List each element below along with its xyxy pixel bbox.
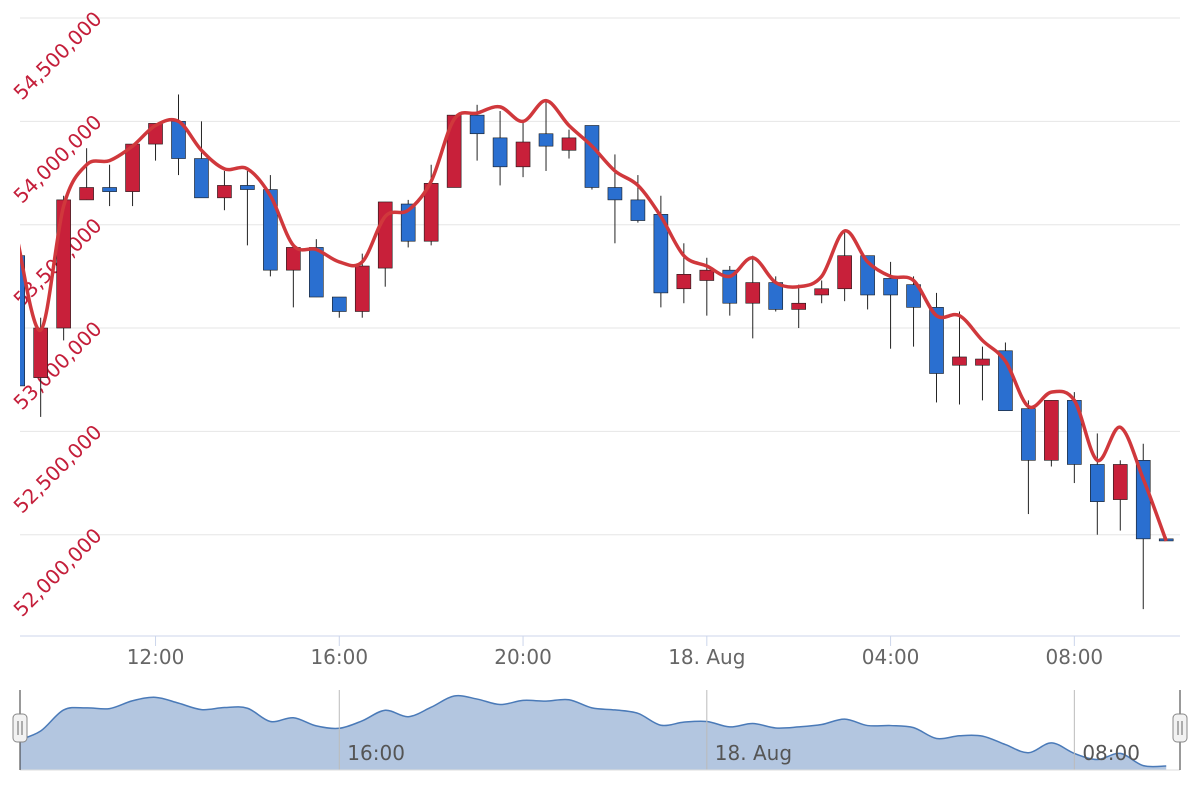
navigator-line: [20, 694, 1167, 768]
candle-body: [975, 358, 990, 366]
x-tick-label: 04:00: [862, 645, 920, 669]
candle-body: [515, 141, 531, 168]
candle-body: [676, 273, 692, 290]
candle-body: [309, 247, 324, 298]
candle-body: [814, 288, 829, 296]
candle-body: [240, 185, 255, 190]
candle-body: [56, 199, 71, 329]
candle-body: [194, 158, 209, 199]
candle-body: [102, 187, 117, 192]
x-tick-label: 08:00: [1046, 645, 1104, 669]
x-tick-label: 12:00: [127, 645, 185, 669]
candle-body: [263, 189, 278, 271]
candle-body: [492, 137, 508, 168]
navigator: [20, 694, 1167, 770]
candle-body: [331, 296, 347, 312]
navigator-area: [20, 695, 1167, 770]
x-tick-label: 18. Aug: [668, 645, 745, 669]
candle-body: [469, 114, 485, 135]
candle-body: [791, 302, 806, 310]
candle-body: [1135, 460, 1151, 540]
candle-body: [906, 284, 921, 308]
candle-body: [561, 137, 577, 151]
x-tick-label: 16:00: [310, 645, 368, 669]
candle-body: [837, 255, 852, 290]
candle-body: [446, 114, 462, 188]
navigator-tick-label: 18. Aug: [715, 741, 792, 765]
candle-body: [699, 269, 715, 281]
navigator-tick-label: 16:00: [347, 741, 405, 765]
candle-body: [1112, 464, 1128, 500]
navigator-handle[interactable]: [1172, 713, 1188, 743]
candle-body: [538, 133, 554, 147]
candle-body: [20, 255, 26, 387]
x-tick-label: 20:00: [494, 645, 552, 669]
candle-body: [1090, 464, 1105, 502]
candle-body: [722, 269, 738, 304]
candle-body: [929, 307, 944, 374]
plot-area: [20, 94, 1174, 610]
candle-body: [217, 185, 232, 199]
candle-body: [1021, 408, 1036, 461]
candle-body: [607, 187, 623, 201]
candle-body: [883, 278, 898, 296]
candle-body: [1044, 400, 1059, 461]
candle-body: [630, 199, 646, 221]
candle-body: [33, 327, 48, 378]
candle-body: [745, 282, 761, 304]
candle-body: [952, 356, 967, 366]
navigator-handle[interactable]: [12, 713, 28, 743]
spline-line: [20, 98, 1168, 542]
navigator-tick-label: 08:00: [1082, 741, 1140, 765]
candle-body: [354, 265, 370, 312]
candle-body: [79, 187, 94, 201]
candle-body: [584, 125, 600, 188]
